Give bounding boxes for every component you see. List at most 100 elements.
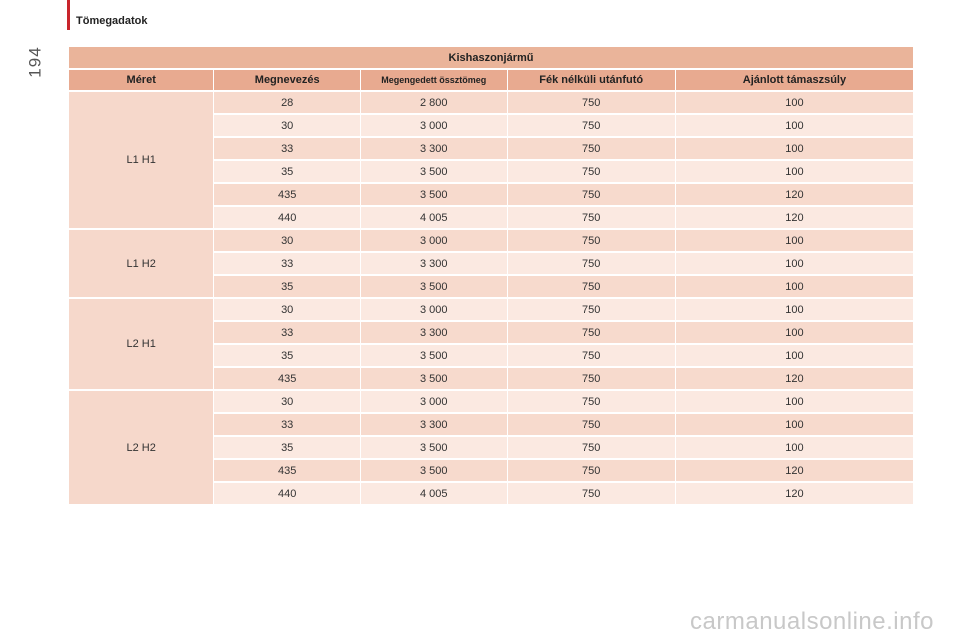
table-cell: 30 [214, 391, 360, 412]
table-cell: 35 [214, 276, 360, 297]
table-cell: 33 [214, 414, 360, 435]
table-cell: 35 [214, 161, 360, 182]
table-cell: 100 [675, 391, 913, 412]
table-cell: 435 [214, 460, 360, 481]
size-group-cell: L1 H2 [69, 230, 214, 297]
table-cell: 100 [675, 414, 913, 435]
table-cell: 100 [675, 161, 913, 182]
size-group-cell: L1 H1 [69, 92, 214, 228]
table-cell: 30 [214, 115, 360, 136]
table-cell: 750 [507, 483, 675, 504]
table-cell: 3 300 [360, 253, 507, 274]
table-row: 35 3 500 750 100 [69, 437, 913, 458]
table-cell: 33 [214, 322, 360, 343]
table-cell: 30 [214, 230, 360, 251]
table-cell: 100 [675, 138, 913, 159]
section-marker [67, 0, 70, 30]
table-cell: 750 [507, 184, 675, 205]
table-cell: 35 [214, 345, 360, 366]
table-cell: 100 [675, 322, 913, 343]
table-cell: 435 [214, 184, 360, 205]
table-cell: 750 [507, 161, 675, 182]
table-cell: 440 [214, 483, 360, 504]
table-cell: 4 005 [360, 483, 507, 504]
size-group-cell: L2 H2 [69, 391, 214, 504]
weights-table: Kishaszonjármű Méret Megnevezés Megenged… [68, 45, 914, 506]
table-cell: 3 500 [360, 161, 507, 182]
column-header-size: Méret [69, 70, 214, 90]
table-cell: 3 300 [360, 138, 507, 159]
table-row: 33 3 300 750 100 [69, 138, 913, 159]
table-row: 30 3 000 750 100 [69, 115, 913, 136]
table-cell: 2 800 [360, 92, 507, 113]
table-cell: 3 500 [360, 368, 507, 389]
table-row: L1 H2 30 3 000 750 100 [69, 230, 913, 297]
table-row: L1 H1 28 2 800 750 100 [69, 92, 913, 228]
table-cell: 120 [675, 483, 913, 504]
table-row: 33 3 300 750 100 [69, 414, 913, 435]
table-cell: 750 [507, 92, 675, 113]
table-cell: 435 [214, 368, 360, 389]
table-cell: 3 500 [360, 276, 507, 297]
table-cell: 750 [507, 391, 675, 412]
table-body: L1 H1 28 2 800 750 100 30 3 000 750 100 33 3 300 75… [69, 92, 913, 504]
column-header-nose-weight: Ajánlott támaszsúly [675, 70, 913, 90]
page-number: 194 [25, 46, 45, 78]
table-cell: 3 300 [360, 322, 507, 343]
table-cell: 33 [214, 253, 360, 274]
table-cell: 100 [675, 437, 913, 458]
table-cell: 750 [507, 322, 675, 343]
column-header-name: Megnevezés [214, 70, 360, 90]
table-cell: 440 [214, 207, 360, 228]
table-row: L2 H2 30 3 000 750 100 [69, 391, 913, 504]
table-cell: 28 [214, 92, 360, 113]
table-cell: 100 [675, 345, 913, 366]
table-cell: 3 000 [360, 391, 507, 412]
table-cell: 3 000 [360, 230, 507, 251]
table-cell: 100 [675, 276, 913, 297]
table-cell: 100 [675, 253, 913, 274]
table-cell: 750 [507, 115, 675, 136]
table-cell: 100 [675, 299, 913, 320]
table-cell: 3 500 [360, 345, 507, 366]
table-cell: 3 500 [360, 437, 507, 458]
table-cell: 100 [675, 92, 913, 113]
table-row: 35 3 500 750 100 [69, 276, 913, 297]
table-cell: 750 [507, 138, 675, 159]
table-cell: 750 [507, 207, 675, 228]
watermark: carmanualsonline.info [690, 608, 934, 635]
column-header-unbraked-trailer: Fék nélküli utánfutó [507, 70, 675, 90]
table-cell: 100 [675, 230, 913, 251]
section-title: Tömegadatok [76, 15, 148, 27]
table-row: 35 3 500 750 100 [69, 345, 913, 366]
table-row: 435 3 500 750 120 [69, 184, 913, 205]
table-cell: 120 [675, 368, 913, 389]
table-cell: 3 000 [360, 115, 507, 136]
table-row: 435 3 500 750 120 [69, 368, 913, 389]
table-cell: 4 005 [360, 207, 507, 228]
size-group-cell: L2 H1 [69, 299, 214, 389]
table-row: 33 3 300 750 100 [69, 253, 913, 274]
table-cell: 3 500 [360, 460, 507, 481]
table-cell: 3 000 [360, 299, 507, 320]
table-cell: 3 300 [360, 414, 507, 435]
table-cell: 750 [507, 437, 675, 458]
table-cell: 33 [214, 138, 360, 159]
table-cell: 750 [507, 276, 675, 297]
table-cell: 750 [507, 230, 675, 251]
table-cell: 120 [675, 207, 913, 228]
table-row: 435 3 500 750 120 [69, 460, 913, 481]
table-cell: 750 [507, 368, 675, 389]
table-cell: 750 [507, 299, 675, 320]
table-row: 33 3 300 750 100 [69, 322, 913, 343]
table-cell: 120 [675, 184, 913, 205]
table-cell: 120 [675, 460, 913, 481]
table-row: 35 3 500 750 100 [69, 161, 913, 182]
table-cell: 750 [507, 253, 675, 274]
table-cell: 30 [214, 299, 360, 320]
table-cell: 35 [214, 437, 360, 458]
table-row: L2 H1 30 3 000 750 100 [69, 299, 913, 389]
table-row: 440 4 005 750 120 [69, 483, 913, 504]
column-header-gross-weight: Megengedett össztömeg [360, 70, 507, 90]
table-cell: 3 500 [360, 184, 507, 205]
